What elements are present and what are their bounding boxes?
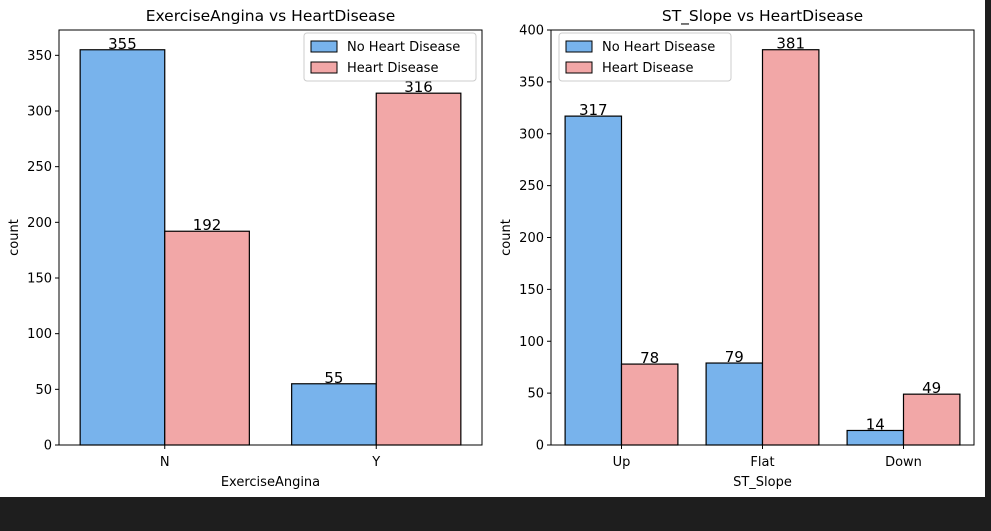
legend: No Heart Disease Heart Disease <box>303 32 477 82</box>
y-tick-label: 250 <box>27 160 52 175</box>
y-axis-label: count <box>7 219 22 256</box>
y-tick-label: 50 <box>35 383 52 398</box>
legend-label-heart-disease: Heart Disease <box>602 61 693 76</box>
y-tick-label: 150 <box>519 283 544 298</box>
chart-st-slope: ST_Slope vs HeartDisease 317 78 Up 79 381 Flat… <box>499 7 975 490</box>
data-label: 317 <box>579 101 608 119</box>
y-axis-label: count <box>499 219 514 256</box>
bar-no-heart-disease-flat <box>705 362 764 446</box>
data-label: 381 <box>776 35 805 53</box>
y-tick-label: 0 <box>536 439 544 454</box>
data-label: 192 <box>193 216 222 234</box>
y-tick-label: 300 <box>27 104 52 119</box>
bar-heart-disease-up <box>620 363 679 446</box>
legend-label-no-heart-disease: No Heart Disease <box>602 40 715 55</box>
data-label: 316 <box>404 78 433 96</box>
bar-no-heart-disease-n <box>79 49 166 446</box>
y-tick-label: 300 <box>519 127 544 142</box>
x-tick-label: Up <box>613 455 631 470</box>
legend-label-heart-disease: Heart Disease <box>347 61 438 76</box>
plot-frame <box>550 29 975 446</box>
legend-swatch-heart-disease <box>310 61 338 74</box>
bar-heart-disease-y <box>375 92 462 446</box>
legend-label-no-heart-disease: No Heart Disease <box>347 40 460 55</box>
y-tick-label: 250 <box>519 179 544 194</box>
legend: No Heart Disease Heart Disease <box>558 32 732 82</box>
y-tick-label: 150 <box>27 271 52 286</box>
data-label: 49 <box>922 379 941 397</box>
legend-swatch-no-heart-disease <box>565 40 593 53</box>
chart-canvas: ExerciseAngina vs HeartDisease 355 192 N 55 3… <box>7 7 975 490</box>
y-tick-label: 100 <box>519 335 544 350</box>
bar-no-heart-disease-y <box>291 383 377 446</box>
data-label: 355 <box>108 35 137 53</box>
x-tick-label: Flat <box>750 455 774 470</box>
y-tick-label: 0 <box>44 439 52 454</box>
chart-title: ST_Slope vs HeartDisease <box>662 7 863 26</box>
y-tick-label: 350 <box>27 49 52 64</box>
legend-box <box>303 32 477 82</box>
data-label: 55 <box>324 369 343 387</box>
figure: ExerciseAngina vs HeartDisease 355 192 N 55 3… <box>0 0 985 497</box>
data-label: 79 <box>725 348 744 366</box>
bar-heart-disease-n <box>164 230 250 446</box>
data-label: 14 <box>866 415 885 433</box>
bar-heart-disease-down <box>902 393 961 446</box>
chart-exercise-angina: ExerciseAngina vs HeartDisease 355 192 N 55 3… <box>7 7 483 490</box>
legend-box <box>558 32 732 82</box>
y-tick-label: 50 <box>527 387 544 402</box>
legend-swatch-heart-disease <box>565 61 593 74</box>
y-tick-label: 350 <box>519 75 544 90</box>
bar-no-heart-disease-up <box>564 115 623 446</box>
y-tick-label: 200 <box>519 231 544 246</box>
x-tick-label: N <box>160 455 170 470</box>
bar-heart-disease-flat <box>761 49 820 446</box>
plot-frame <box>58 29 483 446</box>
x-axis-label: ExerciseAngina <box>221 475 320 490</box>
data-label: 78 <box>640 349 659 367</box>
y-tick-label: 100 <box>27 327 52 342</box>
chart-title: ExerciseAngina vs HeartDisease <box>146 7 396 25</box>
x-axis-label: ST_Slope <box>733 475 792 490</box>
y-tick-label: 400 <box>519 24 544 39</box>
y-tick-label: 200 <box>27 216 52 231</box>
legend-swatch-no-heart-disease <box>310 40 338 53</box>
x-tick-label: Y <box>371 455 380 470</box>
x-tick-label: Down <box>885 455 922 470</box>
